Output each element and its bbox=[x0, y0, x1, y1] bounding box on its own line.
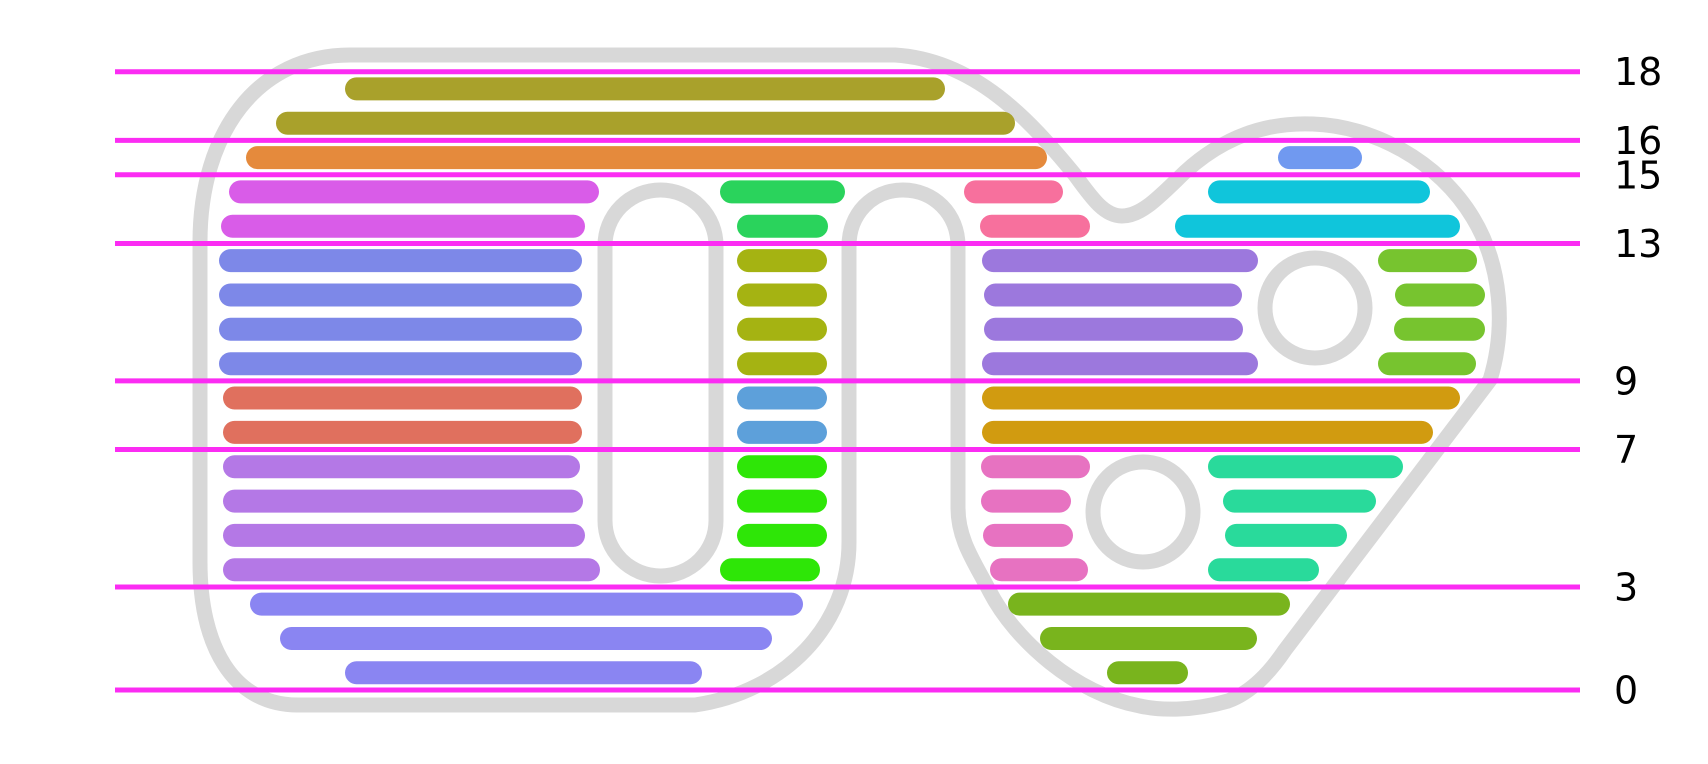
span-bar-level-3.5 bbox=[720, 558, 820, 582]
span-bar-level-7.5 bbox=[737, 420, 827, 444]
span-bar-level-6.5 bbox=[223, 455, 580, 479]
circle-hole-1 bbox=[1257, 250, 1373, 366]
span-bar-level-10.5 bbox=[1394, 317, 1485, 341]
span-bar-level-14.5 bbox=[964, 180, 1063, 204]
span-bar-level-10.5 bbox=[737, 317, 827, 341]
span-bar-level-12.5 bbox=[737, 249, 827, 273]
span-bar-level-4.5 bbox=[223, 523, 585, 547]
span-bar-level-14.5 bbox=[1208, 180, 1430, 204]
span-bar-level-13.5 bbox=[737, 214, 828, 238]
span-bar-level-7.5 bbox=[982, 420, 1433, 444]
span-bar-level-9.5 bbox=[219, 352, 582, 376]
span-bar-level-11.5 bbox=[1395, 283, 1485, 307]
span-bar-level-17.5 bbox=[345, 77, 945, 101]
scanline-label-3: 3 bbox=[1614, 565, 1638, 609]
span-bar-level-4.5 bbox=[983, 523, 1073, 547]
span-bar-level-2.5 bbox=[250, 592, 803, 616]
span-bar-level-6.5 bbox=[981, 455, 1090, 479]
span-bar-level-5.5 bbox=[737, 489, 827, 513]
span-bar-level-5.5 bbox=[981, 489, 1071, 513]
span-bar-level-13.5 bbox=[980, 214, 1090, 238]
span-bar-level-12.5 bbox=[219, 249, 582, 273]
span-bar-level-11.5 bbox=[219, 283, 582, 307]
span-bar-level-7.5 bbox=[223, 420, 582, 444]
span-bar-level-14.5 bbox=[720, 180, 845, 204]
span-bar-level-4.5 bbox=[737, 523, 827, 547]
span-bar-level-3.5 bbox=[990, 558, 1088, 582]
span-bar-level-15.5 bbox=[1278, 146, 1362, 170]
span-bar-level-12.5 bbox=[982, 249, 1258, 273]
scanline-label-7: 7 bbox=[1614, 428, 1638, 472]
span-bar-level-9.5 bbox=[1378, 352, 1476, 376]
span-bar-level-6.5 bbox=[737, 455, 827, 479]
span-bar-level-2.5 bbox=[1008, 592, 1290, 616]
span-bar-level-0.5 bbox=[345, 661, 702, 685]
span-bar-level-1.5 bbox=[280, 627, 772, 650]
span-bar-level-12.5 bbox=[1378, 249, 1477, 273]
span-bar-level-5.5 bbox=[223, 489, 583, 513]
span-bar-level-11.5 bbox=[984, 283, 1242, 307]
scanline-label-0: 0 bbox=[1614, 669, 1638, 713]
span-bar-level-3.5 bbox=[223, 558, 600, 582]
span-bar-level-11.5 bbox=[737, 283, 827, 307]
scanline-label-9: 9 bbox=[1614, 359, 1638, 403]
circle-hole-2 bbox=[1085, 454, 1201, 570]
scanline-label-13: 13 bbox=[1614, 222, 1662, 266]
span-bar-level-9.5 bbox=[737, 352, 827, 376]
outer-contour bbox=[192, 47, 1507, 717]
span-bar-level-8.5 bbox=[223, 386, 582, 410]
span-bar-level-8.5 bbox=[737, 386, 827, 410]
span-bar-level-5.5 bbox=[1223, 489, 1376, 513]
span-bar-level-13.5 bbox=[221, 214, 585, 238]
scanline-label-15: 15 bbox=[1614, 153, 1662, 197]
span-bar-level-15.5 bbox=[246, 146, 1047, 170]
span-bar-level-1.5 bbox=[1040, 627, 1257, 650]
span-bar-level-0.5 bbox=[1107, 661, 1188, 685]
span-bars bbox=[219, 77, 1485, 685]
span-bar-level-4.5 bbox=[1225, 523, 1347, 547]
span-bar-level-9.5 bbox=[982, 352, 1258, 376]
span-bar-level-8.5 bbox=[982, 386, 1460, 410]
span-bar-level-6.5 bbox=[1208, 455, 1403, 479]
span-bar-level-13.5 bbox=[1175, 214, 1460, 238]
span-bar-level-10.5 bbox=[219, 317, 582, 341]
span-bar-level-14.5 bbox=[229, 180, 599, 204]
scanline-label-18: 18 bbox=[1614, 50, 1662, 94]
span-bar-level-3.5 bbox=[1208, 558, 1319, 582]
span-bar-level-16.5 bbox=[276, 111, 1015, 135]
scanline-label-16: 16 bbox=[1614, 119, 1662, 163]
span-bar-level-10.5 bbox=[984, 317, 1243, 341]
